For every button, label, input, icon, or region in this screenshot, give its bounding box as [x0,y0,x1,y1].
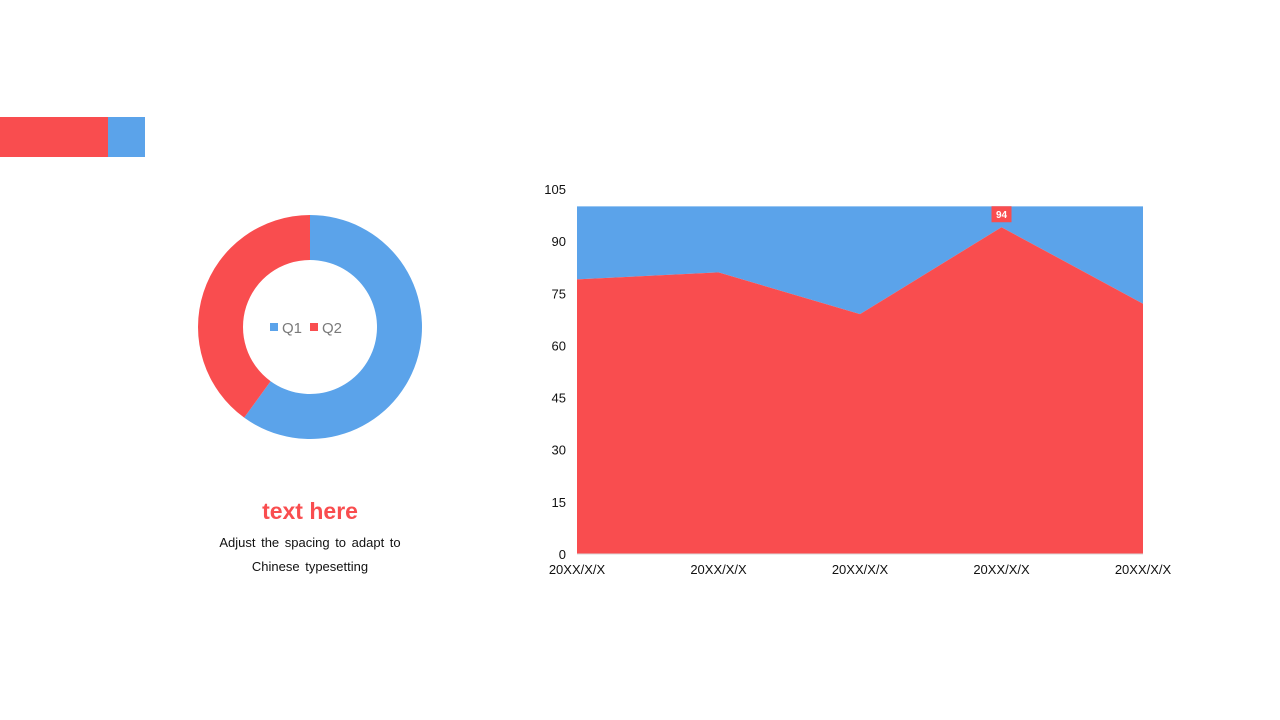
x-tick-label: 20XX/X/X [690,562,747,577]
y-tick-label: 30 [552,443,566,458]
caption-line-1: Adjust the spacing to adapt to [219,535,401,550]
legend-label-q1: Q1 [282,320,302,337]
data-label: 94 [996,210,1008,221]
legend-swatch-q1 [270,323,278,331]
x-tick-label: 20XX/X/X [832,562,889,577]
legend-swatch-q2 [310,323,318,331]
y-tick-label: 45 [552,391,566,406]
y-tick-label: 105 [544,182,566,197]
donut-slice-q1 [244,215,422,439]
y-tick-label: 60 [552,338,566,353]
y-tick-label: 15 [552,495,566,510]
x-tick-label: 20XX/X/X [1115,562,1172,577]
y-tick-label: 0 [559,547,566,562]
y-tick-label: 90 [552,234,566,249]
legend-label-q2: Q2 [322,320,342,337]
x-tick-label: 20XX/X/X [973,562,1030,577]
decor-blue-bar [108,117,145,157]
x-tick-label: 20XX/X/X [549,562,606,577]
area-series-2 [577,206,1143,315]
area-chart: 0 15 30 45 60 75 90 105 20XX/X/X 20XX/X/X 20XX/X/X… [544,182,1172,577]
caption-text: Adjust the spacing to adapt to Chinese t… [160,531,460,579]
donut-slice-q2 [197,215,310,418]
y-tick-label: 75 [552,286,566,301]
caption-title: text here [262,498,358,524]
data-label-box [991,206,1012,223]
decor-red-bar [0,117,108,157]
caption-line-2: Chinese typesetting [251,559,369,574]
area-series-1 [577,227,1143,554]
donut-chart: Q1 Q2 [197,215,422,439]
